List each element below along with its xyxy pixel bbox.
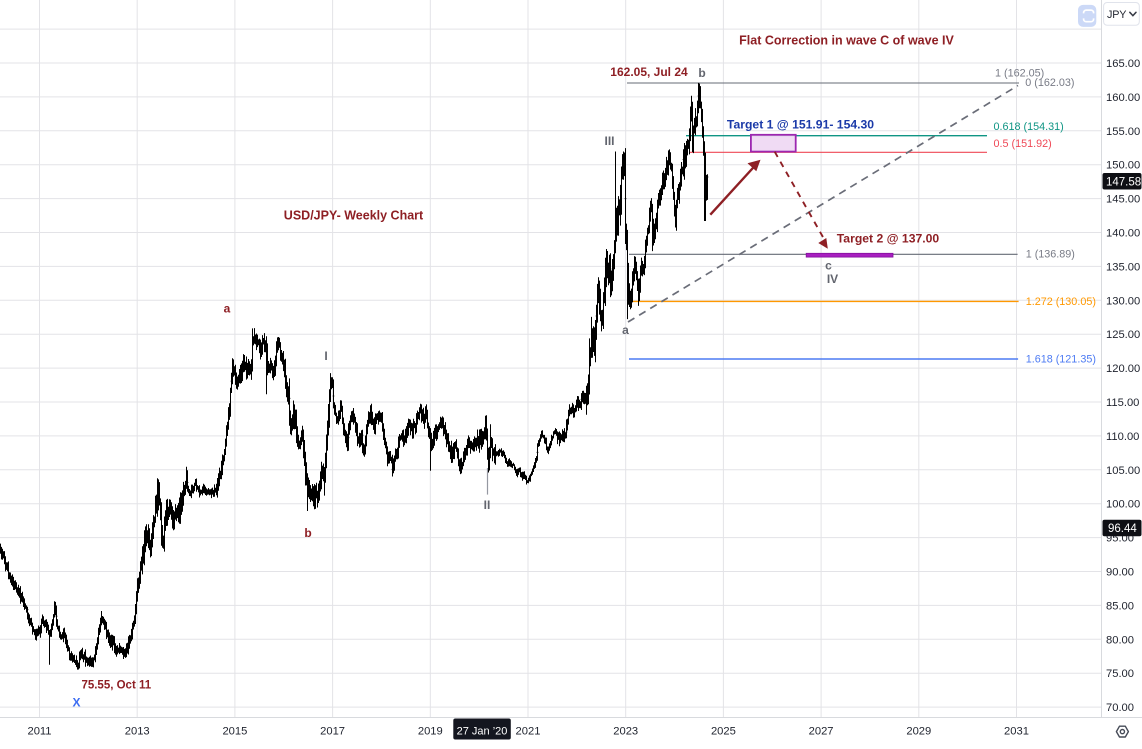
- svg-text:2023: 2023: [613, 726, 638, 738]
- svg-text:85.00: 85.00: [1106, 600, 1134, 612]
- svg-text:2027: 2027: [809, 726, 834, 738]
- svg-text:75.55, Oct 11: 75.55, Oct 11: [81, 680, 151, 692]
- svg-text:c: c: [825, 259, 832, 273]
- svg-text:150.00: 150.00: [1106, 160, 1140, 172]
- svg-text:100.00: 100.00: [1106, 499, 1140, 511]
- svg-text:2015: 2015: [222, 726, 247, 738]
- svg-text:2029: 2029: [906, 726, 931, 738]
- svg-text:2019: 2019: [418, 726, 443, 738]
- svg-text:145.00: 145.00: [1106, 194, 1140, 206]
- svg-text:1.272 (130.05): 1.272 (130.05): [1026, 296, 1096, 308]
- svg-text:2013: 2013: [125, 726, 150, 738]
- svg-text:2011: 2011: [27, 726, 51, 738]
- svg-text:Target 1 @ 151.91- 154.30: Target 1 @ 151.91- 154.30: [727, 118, 874, 132]
- svg-text:JPY: JPY: [1107, 9, 1126, 21]
- svg-text:I: I: [324, 349, 327, 363]
- svg-text:1.618 (121.35): 1.618 (121.35): [1026, 354, 1096, 366]
- svg-text:III: III: [604, 134, 614, 148]
- svg-text:2021: 2021: [516, 726, 541, 738]
- svg-text:0.5 (151.92): 0.5 (151.92): [994, 138, 1052, 150]
- svg-text:130.00: 130.00: [1106, 295, 1140, 307]
- svg-text:0.618 (154.31): 0.618 (154.31): [994, 121, 1064, 133]
- svg-text:a: a: [622, 323, 629, 337]
- svg-text:135.00: 135.00: [1106, 261, 1140, 273]
- svg-text:110.00: 110.00: [1106, 431, 1139, 443]
- svg-text:2025: 2025: [711, 726, 736, 738]
- svg-text:155.00: 155.00: [1106, 126, 1140, 138]
- svg-text:125.00: 125.00: [1106, 329, 1140, 341]
- svg-text:b: b: [698, 66, 705, 80]
- svg-text:115.00: 115.00: [1106, 397, 1139, 409]
- svg-text:II: II: [484, 498, 491, 512]
- svg-text:USD/JPY- Weekly Chart: USD/JPY- Weekly Chart: [284, 209, 424, 223]
- svg-text:a: a: [224, 302, 231, 316]
- svg-text:75.00: 75.00: [1106, 668, 1134, 680]
- svg-text:70.00: 70.00: [1106, 702, 1134, 714]
- svg-text:140.00: 140.00: [1106, 228, 1140, 240]
- svg-text:96.44: 96.44: [1108, 523, 1137, 535]
- svg-text:b: b: [304, 526, 311, 540]
- svg-text:160.00: 160.00: [1106, 92, 1140, 104]
- svg-text:X: X: [72, 696, 80, 710]
- svg-text:2031: 2031: [1004, 726, 1029, 738]
- svg-text:27 Jan ’20: 27 Jan ’20: [457, 726, 508, 738]
- svg-text:Flat Correction in wave C of w: Flat Correction in wave C of wave IV: [739, 34, 954, 48]
- svg-text:0 (162.03): 0 (162.03): [1025, 77, 1074, 89]
- svg-text:90.00: 90.00: [1106, 567, 1134, 579]
- svg-text:2017: 2017: [320, 726, 345, 738]
- svg-text:IV: IV: [827, 272, 838, 286]
- svg-text:165.00: 165.00: [1106, 58, 1140, 70]
- svg-text:1 (136.89): 1 (136.89): [1026, 249, 1075, 261]
- svg-text:105.00: 105.00: [1106, 465, 1140, 477]
- svg-text:147.58: 147.58: [1106, 177, 1141, 189]
- svg-text:80.00: 80.00: [1106, 634, 1134, 646]
- svg-text:120.00: 120.00: [1106, 363, 1140, 375]
- svg-text:162.05, Jul 24: 162.05, Jul 24: [610, 65, 688, 79]
- svg-text:Target 2 @ 137.00: Target 2 @ 137.00: [837, 231, 940, 245]
